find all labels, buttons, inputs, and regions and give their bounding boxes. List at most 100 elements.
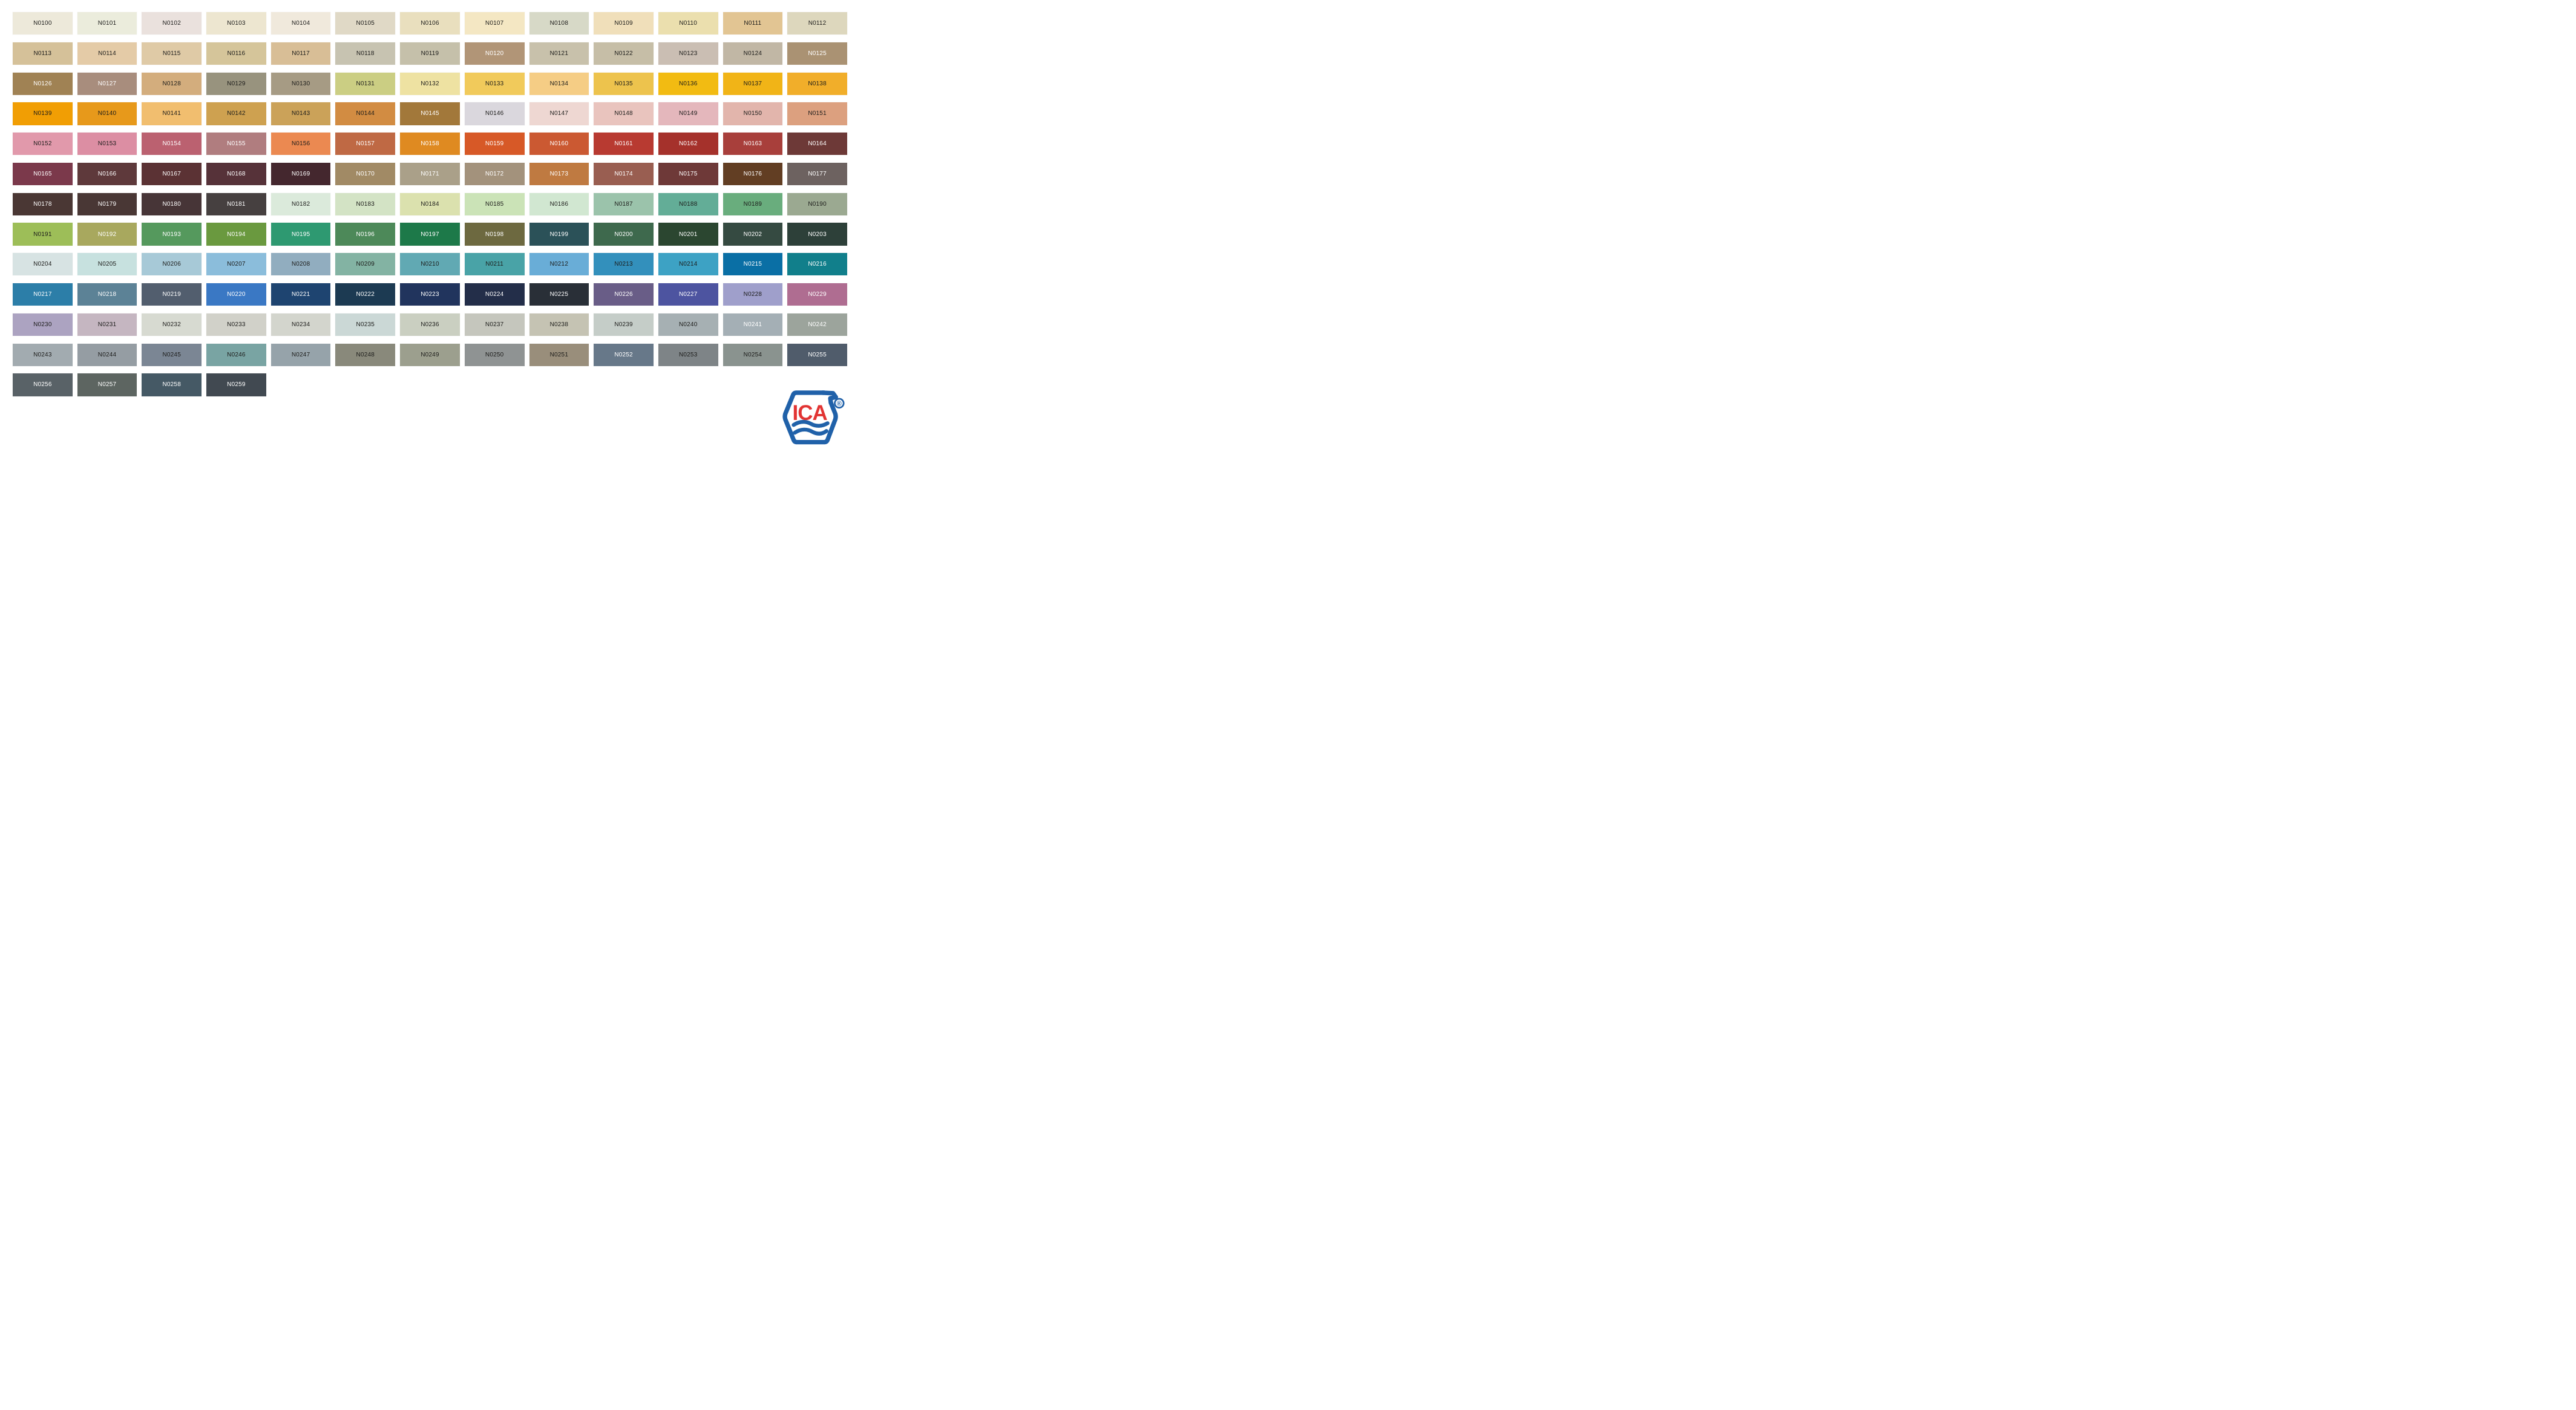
swatch-code: N0176: [743, 171, 762, 177]
color-swatch: N0153: [77, 133, 137, 156]
color-swatch: N0112: [787, 12, 847, 35]
color-swatch: N0118: [335, 42, 396, 65]
swatch-code: N0119: [421, 50, 439, 57]
drum-outline-icon: [782, 390, 838, 445]
swatch-code: N0224: [485, 291, 504, 298]
color-swatch: N0201: [658, 223, 718, 246]
color-swatch: N0211: [464, 253, 525, 276]
color-swatch: N0127: [77, 72, 137, 95]
swatch-code: N0185: [485, 200, 504, 208]
swatch-code: N0159: [485, 140, 504, 148]
swatch-code: N0165: [33, 171, 52, 177]
color-swatch: N0130: [270, 72, 331, 95]
swatch-code: N0244: [97, 351, 117, 358]
color-swatch: N0156: [270, 133, 331, 156]
swatch-code: N0189: [743, 200, 762, 208]
swatch-code: N0246: [227, 351, 246, 358]
swatch-code: N0131: [356, 80, 375, 87]
color-swatch: N0139: [13, 102, 73, 125]
color-swatch: N0126: [13, 72, 73, 95]
color-swatch: N0107: [464, 12, 525, 35]
swatch-code: N0194: [227, 231, 246, 238]
swatch-code: N0245: [162, 351, 181, 358]
swatch-code: N0164: [808, 140, 827, 148]
swatch-code: N0173: [549, 171, 569, 177]
color-swatch: N0176: [723, 162, 783, 186]
color-swatch: N0226: [594, 283, 654, 306]
swatch-code: N0148: [614, 110, 633, 117]
swatch-code: N0114: [98, 50, 116, 57]
swatch-code: N0252: [614, 351, 633, 358]
color-swatch: N0213: [594, 253, 654, 276]
color-swatch: N0175: [658, 162, 718, 186]
swatch-code: N0259: [227, 381, 246, 389]
swatch-code: N0141: [162, 110, 181, 117]
color-swatch: N0254: [723, 343, 783, 366]
color-swatch: N0198: [464, 223, 525, 246]
ica-logo: ® ICA: [777, 387, 845, 451]
swatch-code: N0178: [33, 200, 52, 208]
color-swatch: N0233: [206, 313, 266, 336]
swatch-code: N0115: [162, 50, 181, 57]
registered-mark-icon: ®: [834, 398, 845, 409]
color-swatch: N0184: [400, 192, 460, 215]
swatch-code: N0225: [549, 291, 569, 298]
swatch-code: N0249: [421, 351, 439, 358]
swatch-code: N0247: [291, 351, 310, 358]
color-swatch: N0113: [13, 42, 73, 65]
swatch-code: N0221: [291, 291, 310, 298]
color-swatch: N0101: [77, 12, 137, 35]
swatch-code: N0100: [33, 20, 52, 27]
swatch-code: N0145: [421, 110, 439, 117]
swatch-code: N0254: [743, 351, 762, 358]
color-swatch: N0207: [206, 253, 266, 276]
color-swatch: N0110: [658, 12, 718, 35]
swatch-code: N0112: [808, 20, 827, 27]
color-swatch: N0227: [658, 283, 718, 306]
color-swatch: N0200: [594, 223, 654, 246]
color-swatch: N0166: [77, 162, 137, 186]
color-swatch: N0138: [787, 72, 847, 95]
swatch-code: N0214: [678, 261, 698, 268]
swatch-code: N0208: [291, 261, 310, 268]
swatch-code: N0161: [614, 140, 633, 148]
swatch-code: N0190: [808, 200, 827, 208]
color-swatch: N0214: [658, 253, 718, 276]
color-swatch: N0186: [529, 192, 589, 215]
swatch-code: N0238: [549, 321, 569, 328]
swatch-code: N0121: [549, 50, 569, 57]
color-swatch: N0128: [142, 72, 202, 95]
color-swatch: N0247: [270, 343, 331, 366]
swatch-code: N0237: [485, 321, 504, 328]
swatch-code: N0191: [33, 231, 52, 238]
color-swatch: N0237: [464, 313, 525, 336]
color-swatch: N0208: [270, 253, 331, 276]
color-swatch: N0120: [464, 42, 525, 65]
color-swatch: N0174: [594, 162, 654, 186]
color-swatch: N0142: [206, 102, 266, 125]
swatch-code: N0156: [291, 140, 310, 148]
swatch-code: N0255: [808, 351, 827, 358]
color-swatch: N0255: [787, 343, 847, 366]
color-swatch: N0108: [529, 12, 589, 35]
color-swatch: N0163: [723, 133, 783, 156]
swatch-code: N0203: [808, 231, 827, 238]
color-swatch: N0124: [723, 42, 783, 65]
swatch-code: N0198: [485, 231, 504, 238]
swatch-code: N0108: [549, 20, 569, 27]
swatch-code: N0210: [421, 261, 439, 268]
color-swatch: N0197: [400, 223, 460, 246]
color-swatch: N0239: [594, 313, 654, 336]
color-swatch: N0167: [142, 162, 202, 186]
swatch-code: N0147: [549, 110, 569, 117]
color-swatch: N0131: [335, 72, 396, 95]
color-swatch: N0145: [400, 102, 460, 125]
swatch-code: N0192: [97, 231, 117, 238]
color-swatch: N0137: [723, 72, 783, 95]
color-swatch: N0251: [529, 343, 589, 366]
color-swatch: N0258: [142, 373, 202, 396]
color-swatch: N0140: [77, 102, 137, 125]
swatch-code: N0142: [227, 110, 246, 117]
swatch-code: N0149: [678, 110, 698, 117]
swatch-code: N0202: [743, 231, 762, 238]
